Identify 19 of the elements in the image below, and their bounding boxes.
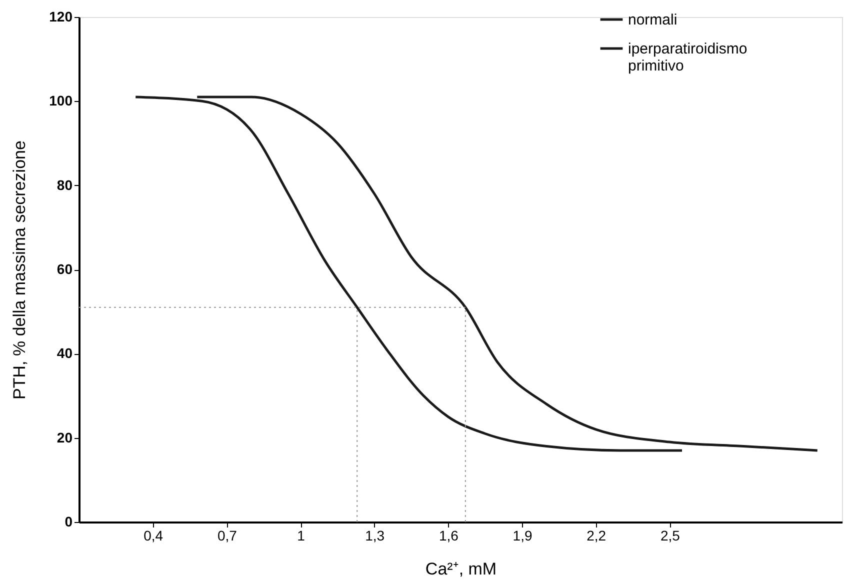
x-axis-title: Ca²⁺, mM (425, 560, 497, 578)
x-tick-label: 0,7 (217, 528, 238, 544)
x-tick-label: 0,4 (144, 528, 164, 544)
x-tick-label: 1,3 (365, 528, 385, 544)
y-tick-label: 40 (56, 345, 73, 362)
x-tick-label: 1 (297, 528, 306, 544)
y-tick-label: 20 (56, 429, 73, 446)
legend-label: iperparatiroidismo primitivo (628, 40, 748, 74)
y-tick-label: 100 (49, 92, 73, 109)
y-tick-label: 0 (64, 514, 73, 530)
y-axis-title: PTH, % della massima secrezione (10, 140, 30, 400)
y-tick-label: 80 (56, 176, 73, 193)
x-tick-label: 2,5 (660, 528, 680, 544)
y-tick-label: 60 (56, 261, 73, 277)
y-tick-label: 120 (49, 8, 73, 24)
legend-label: normali (628, 12, 678, 28)
x-tick-label: 1,9 (512, 528, 532, 544)
x-tick-label: 2,2 (586, 528, 606, 544)
x-tick-label: 1,6 (438, 528, 459, 544)
